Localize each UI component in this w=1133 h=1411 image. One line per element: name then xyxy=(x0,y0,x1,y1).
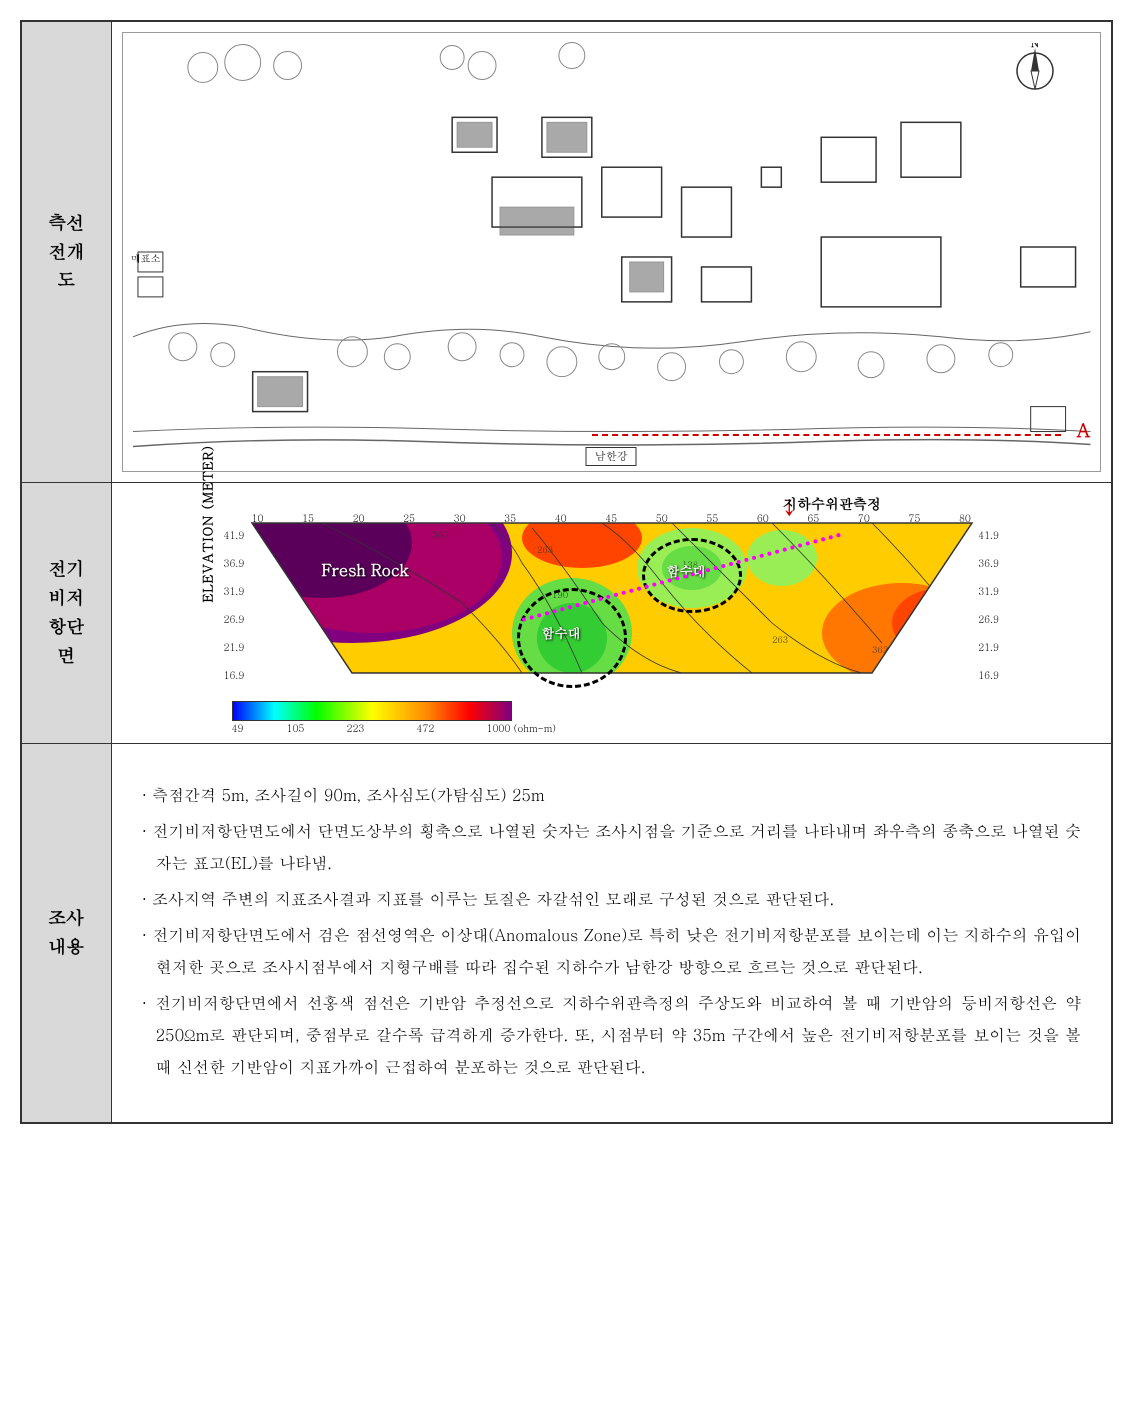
bullet-item: · 전기비저항단면에서 선홍색 점선은 기반암 추정선으로 지하수위관측정의 주… xyxy=(142,987,1082,1083)
svg-text:500: 500 xyxy=(432,528,448,541)
cb-val: 49 xyxy=(232,721,244,735)
site-plan-diagram: N A 남한강 매표소 xyxy=(122,32,1102,472)
bullet-item: · 측점간격 5m, 조사길이 90m, 조사심도(가탐심도) 25m xyxy=(142,779,1082,811)
fresh-rock-label: Fresh Rock xyxy=(322,558,409,581)
row2-label-cell: 전기 비저 항단 면 xyxy=(21,483,111,744)
cb-val: 1000 (ohm-m) xyxy=(487,721,556,735)
svg-text:N: N xyxy=(1031,43,1039,50)
cb-val: 472 xyxy=(417,721,435,735)
row1-label-cell: 측선 전개 도 xyxy=(21,21,111,483)
report-table: 측선 전개 도 xyxy=(20,20,1113,1124)
survey-line-a xyxy=(592,434,1061,436)
svg-text:362: 362 xyxy=(872,643,888,656)
row3-label: 조사 내용 xyxy=(27,904,106,962)
row1-label: 측선 전개 도 xyxy=(27,209,106,295)
survey-text: · 측점간격 5m, 조사길이 90m, 조사심도(가탐심도) 25m · 전기… xyxy=(122,754,1102,1112)
row1-content: N A 남한강 매표소 xyxy=(111,21,1112,483)
compass-icon: N xyxy=(1010,43,1060,93)
ticket-office-label: 매표소 xyxy=(131,251,161,265)
bullet-item: · 전기비저항단면도에서 검은 점선영역은 이상대(Anomalous Zone… xyxy=(142,919,1082,983)
row2-label: 전기 비저 항단 면 xyxy=(27,555,106,670)
river-label: 남한강 xyxy=(586,447,637,466)
resistivity-section: ↓ 지하수위관측정 ELEVATION (METER) 10 15 20 25 … xyxy=(122,493,1102,733)
bullet-item: · 전기비저항단면도에서 단면도상부의 횡축으로 나열된 숫자는 조사시점을 기… xyxy=(142,815,1082,879)
row3-content: · 측점간격 5m, 조사길이 90m, 조사심도(가탐심도) 25m · 전기… xyxy=(111,744,1112,1124)
point-a-label: A xyxy=(1077,418,1090,443)
svg-text:263: 263 xyxy=(772,633,788,646)
svg-text:263: 263 xyxy=(537,543,553,556)
colorbar xyxy=(232,701,512,721)
site-plan-container: N A 남한강 매표소 xyxy=(122,32,1102,472)
cb-val: 105 xyxy=(287,721,305,735)
cb-val: 223 xyxy=(347,721,365,735)
aquifer-label-1: 함수대 xyxy=(542,623,581,642)
row3-label-cell: 조사 내용 xyxy=(21,744,111,1124)
bullet-item: · 조사지역 주변의 지표조사결과 지표를 이루는 토질은 자갈섞인 모래로 구… xyxy=(142,883,1082,915)
site-plan-svg xyxy=(123,33,1101,471)
row2-content: ↓ 지하수위관측정 ELEVATION (METER) 10 15 20 25 … xyxy=(111,483,1112,744)
